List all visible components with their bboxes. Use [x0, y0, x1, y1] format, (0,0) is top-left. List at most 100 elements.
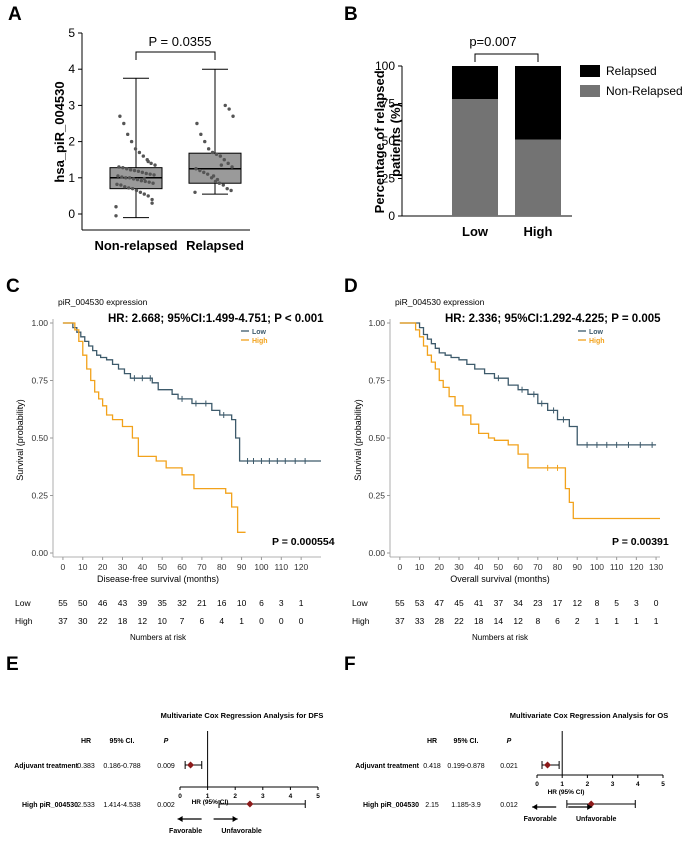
risk-count: 6	[555, 616, 560, 626]
data-point	[140, 170, 145, 175]
risk-count: 55	[395, 598, 405, 608]
data-point	[148, 172, 152, 176]
risk-count: 18	[118, 616, 128, 626]
risk-count: 16	[217, 598, 227, 608]
data-point	[126, 186, 131, 190]
y-tick-label: 1	[68, 171, 75, 185]
risk-count: 12	[138, 616, 148, 626]
x-tick-label: 4	[289, 793, 293, 800]
data-point	[215, 177, 220, 182]
risk-count: 2	[575, 616, 580, 626]
x-tick-label: 40	[138, 562, 148, 572]
panel-letter-a: A	[8, 4, 22, 25]
column-header: 95% CI.	[110, 738, 135, 745]
hr-annotation: HR: 2.668; 95%CI:1.499-4.751; P < 0.001	[108, 313, 324, 325]
risk-count: 0	[654, 598, 659, 608]
axis-label-y: Survival (probability)	[353, 399, 363, 481]
y-tick-label: 0.50	[368, 433, 385, 443]
data-point	[198, 168, 202, 173]
risk-count: 1	[634, 616, 639, 626]
data-point	[152, 173, 156, 177]
risk-count: 7	[180, 616, 185, 626]
risk-count: 23	[533, 598, 543, 608]
x-tick-label: 0	[535, 781, 539, 788]
box-non-relapsed	[109, 77, 163, 219]
legend-title: piR_004530 expression	[58, 297, 148, 307]
x-tick-label: 0	[178, 793, 182, 800]
x-tick-label: 80	[553, 562, 563, 572]
row-label: High piR_004530	[363, 802, 419, 809]
x-tick-label: 30	[118, 562, 128, 572]
data-point	[121, 165, 125, 170]
data-point	[118, 114, 122, 118]
chart-title: Multivariate Cox Regression Analysis for…	[161, 711, 324, 720]
p-value-label: P = 0.00391	[612, 536, 669, 548]
bar-relapsed-high	[515, 66, 561, 140]
significance-bracket	[474, 53, 539, 62]
x-tick-label: 60	[177, 562, 187, 572]
risk-count: 46	[98, 598, 108, 608]
risk-count: 37	[58, 616, 68, 626]
risk-count: 37	[395, 616, 405, 626]
risk-count: 14	[494, 616, 504, 626]
data-point	[147, 180, 151, 184]
y-tick-label: 5	[68, 26, 75, 40]
x-tick-label: 110	[610, 562, 624, 572]
risk-count: 55	[58, 598, 68, 608]
x-tick-label: 120	[294, 562, 308, 572]
data-point	[120, 175, 124, 179]
hr-marker	[187, 761, 195, 769]
x-tick-label: Low	[462, 224, 489, 239]
data-point	[142, 192, 146, 196]
y-tick-label: 0.00	[31, 548, 48, 558]
x-tick-label: 5	[316, 793, 320, 800]
y-tick-label: 50	[382, 134, 396, 148]
p-value-label: p=0.007	[469, 34, 516, 49]
unfavorable-arrow-head	[232, 816, 238, 822]
risk-count: 35	[157, 598, 167, 608]
risk-count: 39	[138, 598, 148, 608]
risk-count: 33	[415, 616, 425, 626]
axis-label-y-line1: Percentage of relapsed	[372, 70, 387, 213]
y-tick-label: 0.25	[31, 491, 48, 501]
hr-value: 2.533	[77, 802, 95, 809]
axis-label-y: Survival (probability)	[15, 399, 25, 481]
risk-count: 6	[259, 598, 264, 608]
data-point	[116, 174, 120, 178]
data-point	[221, 183, 225, 187]
data-point	[137, 150, 142, 155]
legend-label: High	[252, 338, 268, 345]
risk-count: 47	[435, 598, 445, 608]
box-relapsed	[188, 68, 242, 195]
risk-count: 30	[78, 616, 88, 626]
data-point	[134, 188, 139, 193]
y-tick-label: 2	[68, 135, 75, 149]
data-point	[139, 178, 144, 183]
data-point	[136, 169, 141, 173]
data-point	[141, 154, 146, 158]
x-tick-label: 3	[261, 793, 265, 800]
legend-title: piR_004530 expression	[395, 297, 485, 307]
favorable-label: Favorable	[169, 828, 202, 835]
ci-value: 0.186-0.788	[103, 763, 140, 770]
data-point	[117, 165, 121, 169]
data-point	[149, 161, 153, 166]
x-tick-label: 100	[590, 562, 604, 572]
legend-label: Relapsed	[606, 64, 657, 78]
p-value-label: P = 0.000554	[272, 536, 335, 548]
risk-count: 8	[595, 598, 600, 608]
risk-row-label: High	[15, 616, 33, 626]
risk-count: 12	[572, 598, 582, 608]
risk-row-label: Low	[15, 598, 31, 608]
legend-swatch	[580, 85, 600, 97]
x-tick-label: 1	[560, 781, 564, 788]
data-point	[194, 167, 198, 171]
risk-table-title: Numbers at risk	[130, 633, 187, 642]
data-point	[133, 147, 138, 151]
risk-count: 21	[197, 598, 207, 608]
data-point	[146, 194, 150, 198]
risk-count: 18	[474, 616, 484, 626]
data-point	[219, 163, 224, 167]
data-point	[125, 167, 129, 171]
